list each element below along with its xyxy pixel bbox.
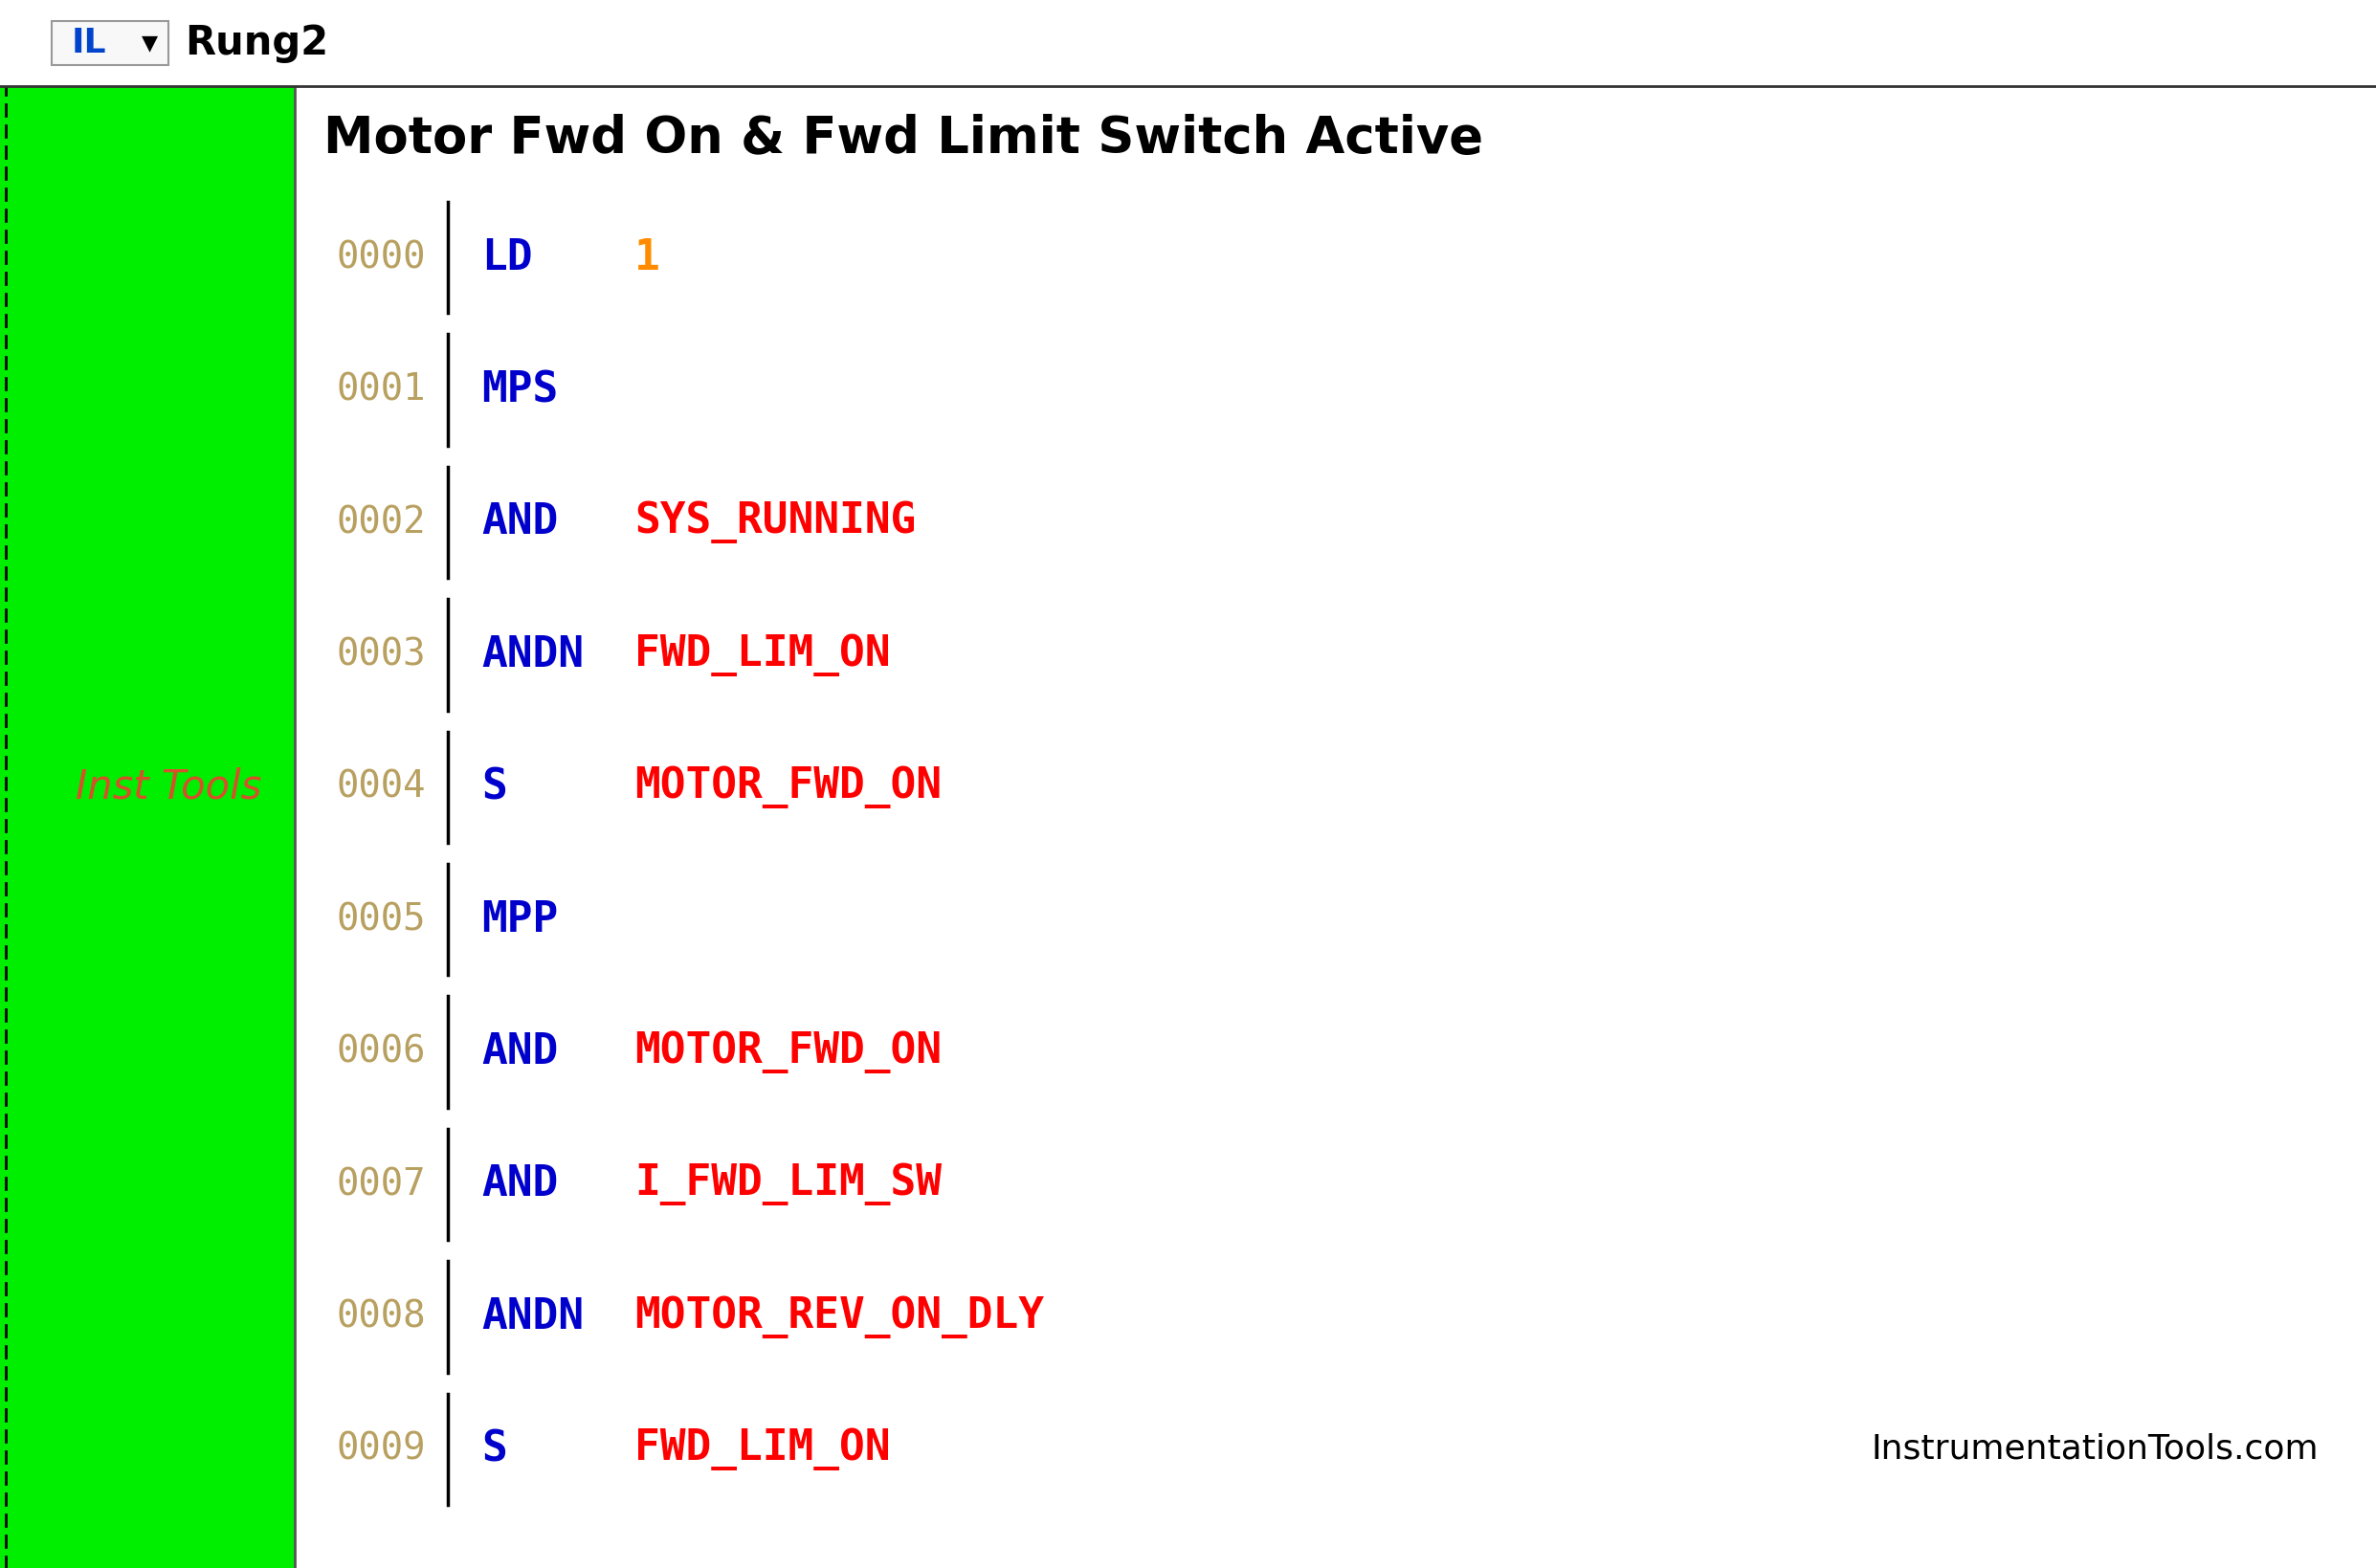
Text: Motor Fwd On & Fwd Limit Switch Active: Motor Fwd On & Fwd Limit Switch Active [323,114,1483,163]
Text: IL: IL [71,27,107,60]
Bar [0,0,2376,86]
Text: MPS: MPS [482,370,558,411]
Text: SYS_RUNNING: SYS_RUNNING [634,502,917,544]
Text: I_FWD_LIM_SW: I_FWD_LIM_SW [634,1163,941,1206]
Text: AND: AND [482,502,558,543]
Text: 0007: 0007 [335,1167,425,1203]
Text: Rung2: Rung2 [185,24,328,63]
Text: 0006: 0006 [335,1033,425,1069]
Text: MOTOR_FWD_ON: MOTOR_FWD_ON [634,765,941,809]
Text: AND: AND [482,1163,558,1204]
Bar [0,0,295,1568]
Text: ✓: ✓ [7,22,45,64]
Text: ANDN: ANDN [482,1297,584,1338]
Text: FWD_LIM_ON: FWD_LIM_ON [634,633,891,676]
Text: 0001: 0001 [335,372,425,408]
Text: MOTOR_FWD_ON: MOTOR_FWD_ON [634,1030,941,1073]
Text: FWD_LIM_ON: FWD_LIM_ON [634,1428,891,1471]
Text: Inst Tools: Inst Tools [76,767,261,808]
Text: 0008: 0008 [335,1298,425,1334]
Text: ANDN: ANDN [482,633,584,676]
Text: InstrumentationTools.com: InstrumentationTools.com [1872,1433,2319,1466]
Text: ▼: ▼ [143,33,159,53]
Text: 0005: 0005 [335,902,425,938]
Text: S: S [482,1428,506,1469]
Text: 1: 1 [634,237,661,278]
Text: MPP: MPP [482,898,558,941]
Text: MOTOR_REV_ON_DLY: MOTOR_REV_ON_DLY [634,1295,1043,1338]
Text: AND: AND [482,1032,558,1073]
Text: LD: LD [482,237,532,278]
Text: S: S [482,767,506,808]
Text: 0003: 0003 [335,637,425,673]
Text: 0004: 0004 [335,768,425,806]
Text: 0002: 0002 [335,505,425,541]
FancyBboxPatch shape [52,20,169,64]
Text: 0000: 0000 [335,240,425,276]
Text: 0009: 0009 [335,1432,425,1468]
